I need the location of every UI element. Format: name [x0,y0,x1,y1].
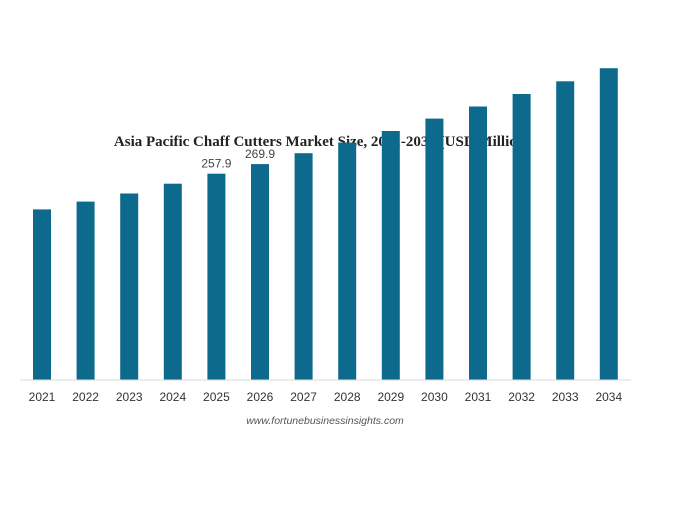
x-tick-label-2022: 2022 [72,390,99,404]
x-tick-label-2023: 2023 [116,390,143,404]
x-tick-label-2033: 2033 [552,390,579,404]
x-tick-label-2032: 2032 [508,390,535,404]
bar-2025 [207,173,226,380]
x-tick-labels: 2021 2022 2023 2024 2025 2026 2027 2028 2029 2030… [29,390,623,404]
data-label-2026: 269.9 [245,147,275,161]
bar-2031 [469,106,487,380]
bar-2023 [120,193,139,380]
bar-2034 [599,68,618,380]
x-tick-label-2027: 2027 [290,390,317,404]
x-tick-label-2031: 2031 [465,390,492,404]
bar-2030 [425,118,444,380]
bar-2032 [512,94,531,380]
source-label: www.fortunebusinessinsights.com [246,415,404,427]
bars-group [33,68,618,381]
x-tick-label-2029: 2029 [377,390,404,404]
bar-2029 [381,131,400,380]
chart-title: Asia Pacific Chaff Cutters Market Size, … [114,134,530,150]
x-tick-label-2026: 2026 [247,390,274,404]
bar-2027 [294,153,313,380]
x-tick-label-2028: 2028 [334,390,361,404]
data-label-2025: 257.9 [201,157,231,171]
x-tick-label-2021: 2021 [29,390,56,404]
x-tick-label-2025: 2025 [203,390,230,404]
bar-2033 [556,81,575,381]
data-labels-group: 257.9 269.9 [201,147,275,171]
x-tick-label-2030: 2030 [421,390,448,404]
x-tick-label-2034: 2034 [595,390,622,404]
bar-2028 [338,142,357,380]
x-tick-label-2024: 2024 [159,390,186,404]
bar-2021 [33,209,51,380]
bar-2024 [163,183,182,380]
bar-2026 [251,164,269,380]
bar-2022 [76,201,95,380]
